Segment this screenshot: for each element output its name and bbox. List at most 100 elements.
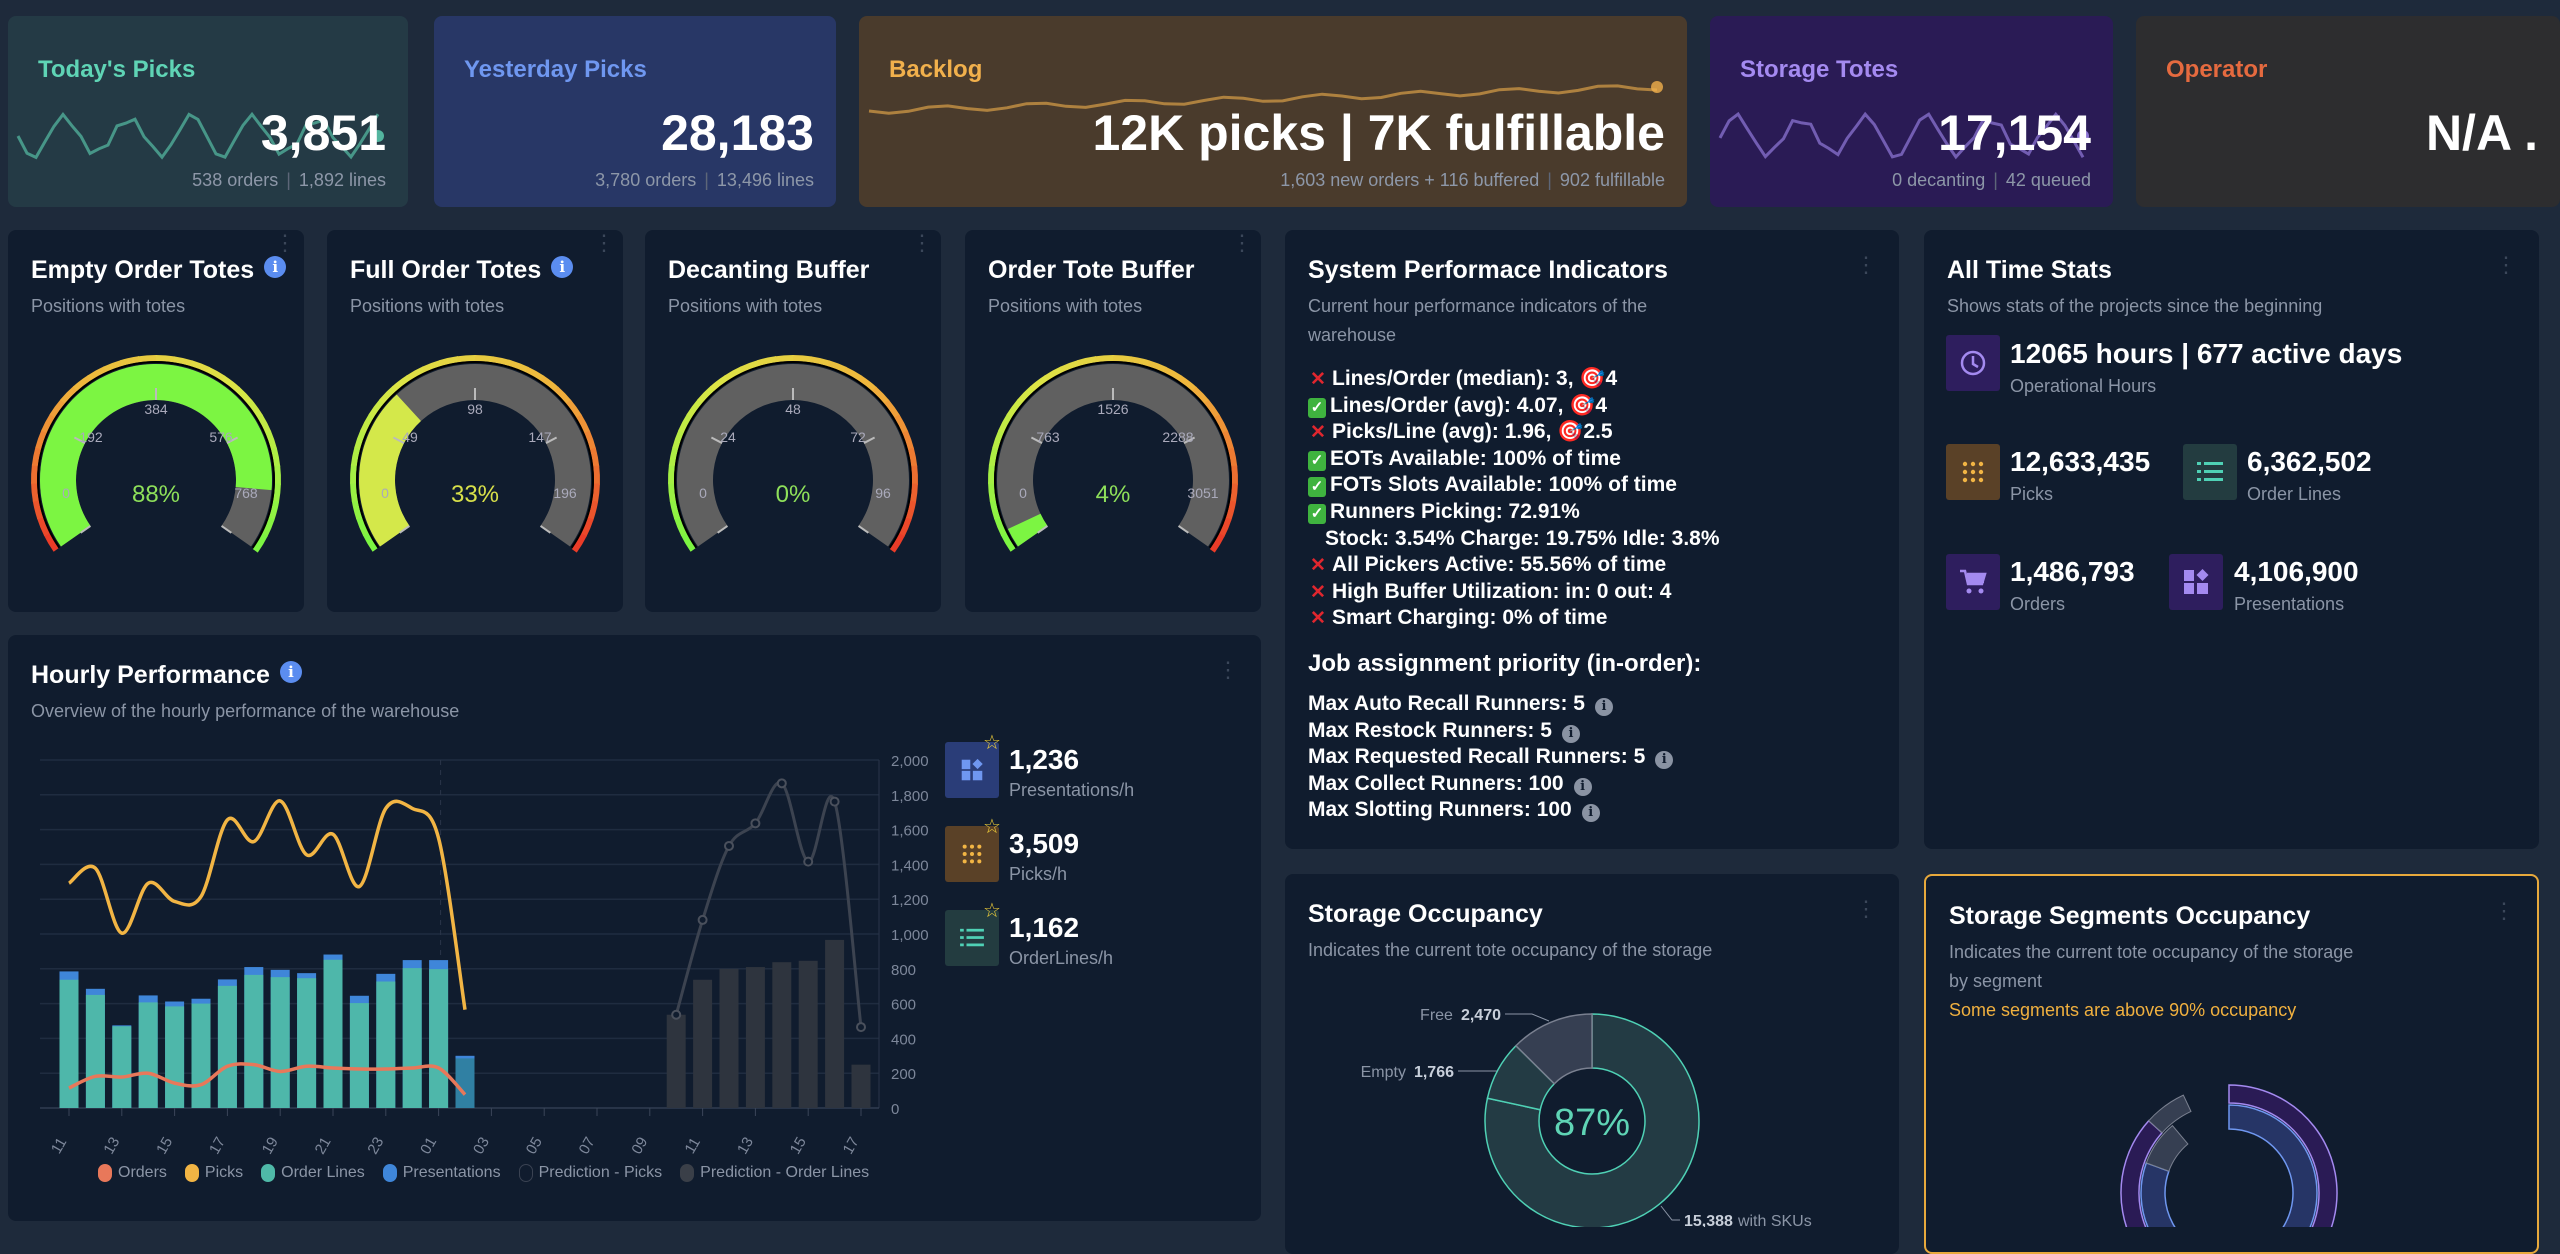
gauge-scale-segment bbox=[235, 386, 253, 405]
gauge-track bbox=[677, 364, 909, 547]
gauge-scale-segment bbox=[793, 355, 813, 363]
more-menu-icon[interactable]: ⋮ bbox=[1217, 657, 1239, 682]
legend-swatch bbox=[382, 1164, 397, 1182]
gauge-tick-label: 96 bbox=[875, 485, 891, 501]
more-menu-icon[interactable]: ⋮ bbox=[274, 230, 296, 255]
indicator-item: ✓ EOTs Available: 100% of time bbox=[1308, 447, 1621, 471]
more-menu-icon[interactable]: ⋮ bbox=[1855, 252, 1877, 277]
gauge-scale-segment bbox=[1017, 385, 1035, 404]
gauge-scale-segment bbox=[492, 356, 512, 367]
gauge-scale-segment bbox=[274, 465, 281, 485]
gauge-card-full-order-totes: Full Order Totes i ⋮ Positions with totes 0 4… bbox=[327, 230, 623, 612]
kpi-value: 12K picks | 7K fulfillable bbox=[1092, 105, 1665, 161]
gauge-scale-segment bbox=[1077, 356, 1097, 366]
gauge-scale-segment bbox=[905, 500, 917, 521]
legend-item[interactable]: Prediction - Picks bbox=[518, 1164, 662, 1182]
gauge-scale-segment bbox=[757, 356, 777, 366]
kpi-value: 17,154 bbox=[1938, 105, 2091, 161]
gauge-scale-segment bbox=[576, 414, 591, 434]
info-icon[interactable]: i bbox=[1581, 804, 1600, 823]
star-icon: ☆ bbox=[983, 816, 1001, 838]
occupancy-warning: Some segments are above 90% occupancy bbox=[1949, 1000, 2297, 1020]
cross-icon: ✕ bbox=[1310, 581, 1326, 603]
gauge: 0 763 1526 2288 3051 4% bbox=[988, 355, 1238, 553]
gauge-scale-segment bbox=[1060, 359, 1080, 373]
gauge-scale-segment bbox=[173, 356, 193, 367]
info-icon[interactable]: i bbox=[279, 661, 302, 683]
card-title: Empty Order Totes i bbox=[31, 256, 287, 285]
card-title: Decanting Buffer bbox=[668, 256, 870, 284]
gauge-scale-segment bbox=[1044, 366, 1064, 381]
gauge-scale-segment bbox=[1222, 430, 1235, 451]
gauge-scale-segment bbox=[257, 414, 272, 434]
gauge-track bbox=[359, 364, 591, 547]
gauge-percent: 4% bbox=[1096, 481, 1131, 508]
gauge-scale-segment bbox=[475, 355, 495, 363]
info-icon[interactable]: i bbox=[264, 256, 287, 278]
gauge-scale-segment bbox=[360, 413, 375, 433]
kpi-details: 3,780 orders | 13,496 lines bbox=[595, 170, 814, 190]
info-icon[interactable]: i bbox=[1561, 724, 1580, 743]
legend-item[interactable]: Presentations bbox=[382, 1164, 501, 1182]
card-title: All Time Stats bbox=[1947, 256, 2112, 284]
legend-item[interactable]: Orders bbox=[98, 1164, 167, 1182]
gauge-scale-segment bbox=[540, 375, 559, 392]
card-subtitle: Current hour performance indicators of t… bbox=[1308, 296, 1648, 345]
gauge-percent: 0% bbox=[776, 481, 811, 508]
gauge-scale-segment bbox=[571, 533, 587, 553]
info-icon[interactable]: i bbox=[551, 256, 574, 278]
gauge-scale-segment bbox=[350, 446, 361, 467]
target-icon: 🎯 bbox=[1569, 393, 1596, 417]
indicator-item: ✕ High Buffer Utilization: in: 0 out: 4 bbox=[1308, 580, 1671, 604]
card-subtitle: Positions with totes bbox=[668, 296, 823, 316]
gauge-scale-segment bbox=[988, 446, 999, 467]
more-menu-icon[interactable]: ⋮ bbox=[911, 230, 933, 255]
indicator-item: ✕ All Pickers Active: 55.56% of time bbox=[1308, 553, 1666, 577]
legend-item[interactable]: Order Lines bbox=[261, 1164, 365, 1182]
info-icon[interactable]: i bbox=[1594, 698, 1613, 716]
gauge-scale-segment bbox=[884, 399, 900, 419]
check-icon: ✓ bbox=[1308, 450, 1326, 471]
orders-label: Orders bbox=[2010, 594, 2066, 614]
gauge-scale-segment bbox=[1029, 374, 1049, 392]
more-menu-icon[interactable]: ⋮ bbox=[1231, 230, 1253, 255]
gauge-scale-segment bbox=[843, 366, 863, 382]
gauge-scale-segment bbox=[391, 374, 411, 392]
more-menu-icon[interactable]: ⋮ bbox=[2493, 898, 2515, 923]
gauge-scale-segment bbox=[31, 482, 39, 502]
gauge-tick-label: 763 bbox=[1036, 429, 1060, 445]
gauge-scale-segment bbox=[587, 500, 599, 521]
gauge-percent: 88% bbox=[132, 481, 180, 508]
gauge-tick-label: 576 bbox=[209, 429, 233, 445]
gauge-scale-segment bbox=[592, 483, 600, 503]
more-menu-icon[interactable]: ⋮ bbox=[1855, 896, 1877, 921]
gauge-scale-segment bbox=[49, 398, 66, 418]
indicator-item: ✕ Smart Charging: 0% of time bbox=[1308, 606, 1607, 630]
legend-swatch bbox=[98, 1164, 112, 1182]
gauge-tick-label: 0 bbox=[699, 485, 707, 501]
info-icon[interactable]: i bbox=[1655, 751, 1674, 770]
more-menu-icon[interactable]: ⋮ bbox=[2495, 252, 2517, 277]
cross-icon: ✕ bbox=[1310, 369, 1326, 390]
gauge-scale-segment bbox=[422, 359, 442, 373]
gauge-scale-segment bbox=[362, 532, 378, 552]
legend-item[interactable]: Picks bbox=[184, 1164, 243, 1182]
kpi-details: 1,603 new orders + 116 buffered | 902 fulf… bbox=[1280, 170, 1665, 190]
gauge-scale-segment bbox=[910, 483, 918, 503]
legend-item[interactable]: Prediction - Order Lines bbox=[680, 1164, 869, 1182]
gauge-scale-segment bbox=[998, 413, 1013, 433]
gauge-scale-segment bbox=[35, 429, 48, 450]
cross-icon: ✕ bbox=[1310, 608, 1326, 630]
gauge-percent: 33% bbox=[451, 481, 499, 508]
more-menu-icon[interactable]: ⋮ bbox=[593, 230, 615, 255]
kpi-card-1: Yesterday Picks 28,183 3,780 orders | 13,496… bbox=[434, 16, 836, 207]
info-icon[interactable]: i bbox=[1573, 777, 1592, 796]
hourly-stat-value: 1,236 bbox=[1009, 744, 1080, 775]
gauge-scale-segment bbox=[368, 398, 385, 418]
kpi-card-0: Today's Picks 3,851 538 orders | 1,892 lines bbox=[8, 16, 408, 207]
gauge-scale-segment bbox=[709, 374, 729, 392]
gauge-scale-segment bbox=[1214, 414, 1229, 434]
gauge: 0 49 98 147 196 33% bbox=[350, 355, 600, 553]
